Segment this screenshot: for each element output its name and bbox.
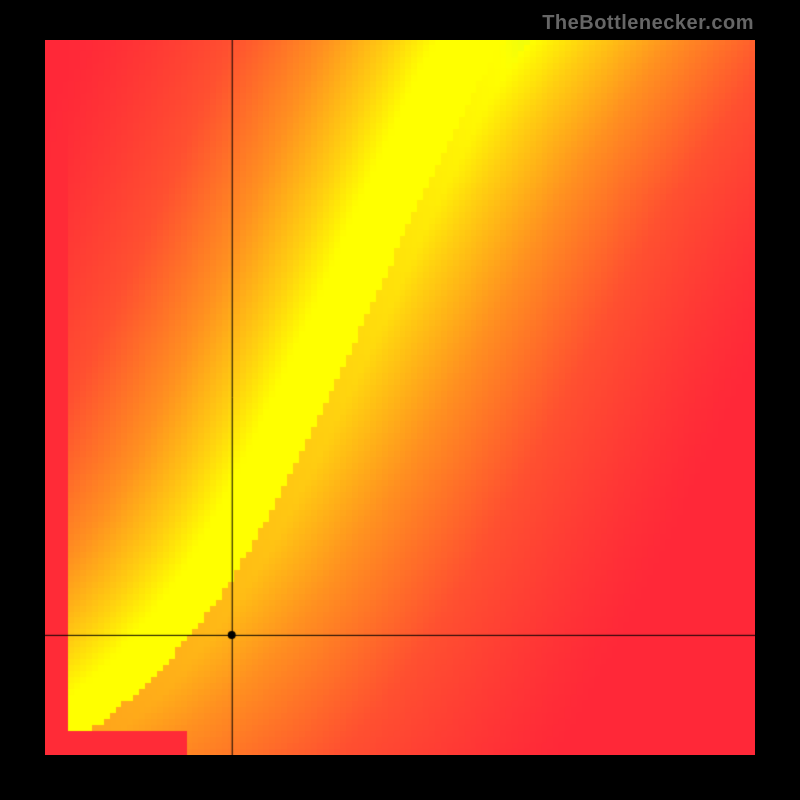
bottleneck-heatmap bbox=[45, 40, 755, 755]
watermark-text: TheBottlenecker.com bbox=[542, 12, 754, 35]
heatmap-canvas bbox=[45, 40, 755, 755]
